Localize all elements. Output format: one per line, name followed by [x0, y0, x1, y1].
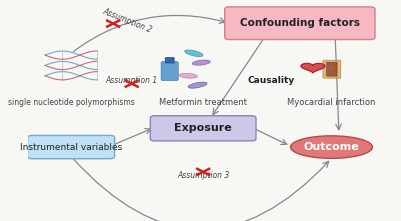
Text: Assumption 1: Assumption 1 [105, 76, 158, 85]
FancyBboxPatch shape [225, 7, 375, 40]
Text: Assumption 2: Assumption 2 [101, 6, 153, 34]
Text: single nucleotide polymorphisms: single nucleotide polymorphisms [8, 97, 134, 107]
Ellipse shape [291, 136, 373, 158]
Text: Assumption 3: Assumption 3 [177, 171, 229, 180]
Text: Metformin treatment: Metformin treatment [159, 97, 247, 107]
Text: Outcome: Outcome [304, 142, 359, 152]
Text: Instrumental variables: Instrumental variables [20, 143, 122, 152]
Ellipse shape [185, 50, 203, 57]
FancyBboxPatch shape [150, 116, 256, 141]
Text: Myocardial infarction: Myocardial infarction [287, 97, 376, 107]
Polygon shape [301, 63, 325, 73]
FancyBboxPatch shape [161, 62, 178, 80]
FancyBboxPatch shape [28, 135, 115, 159]
Ellipse shape [179, 73, 197, 78]
FancyBboxPatch shape [165, 57, 174, 63]
Ellipse shape [188, 82, 207, 88]
Text: Confounding factors: Confounding factors [240, 18, 360, 28]
FancyBboxPatch shape [327, 62, 337, 76]
FancyBboxPatch shape [323, 60, 341, 78]
Ellipse shape [192, 60, 211, 65]
Text: Causality: Causality [247, 76, 294, 85]
Text: Exposure: Exposure [174, 123, 232, 133]
